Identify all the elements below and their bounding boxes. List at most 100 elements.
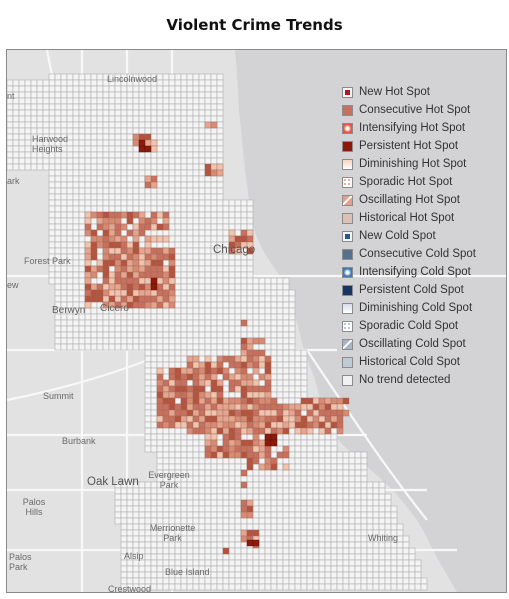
hot-spot-cell: [204, 409, 212, 417]
grid-cell: [198, 169, 206, 177]
hot-spot-cell: [180, 397, 188, 405]
grid-cell: [318, 511, 326, 519]
map-view[interactable]: Lincolnwood Harwood Heights Forest Park …: [6, 49, 507, 593]
grid-cell: [240, 565, 248, 573]
grid-cell: [180, 433, 188, 441]
hot-spot-cell: [186, 397, 194, 405]
grid-cell: [228, 523, 236, 531]
grid-cell: [126, 121, 134, 129]
grid-cell: [276, 499, 284, 507]
grid-cell: [108, 127, 116, 135]
grid-cell: [264, 301, 272, 309]
grid-cell: [210, 355, 218, 363]
hot-spot-cell: [318, 397, 326, 405]
grid-cell: [186, 301, 194, 309]
grid-cell: [114, 121, 122, 129]
grid-cell: [120, 139, 128, 147]
grid-cell: [132, 199, 140, 207]
grid-cell: [222, 205, 230, 213]
grid-cell: [108, 163, 116, 171]
grid-cell: [138, 505, 146, 513]
grid-cell: [168, 85, 176, 93]
grid-cell: [222, 259, 230, 267]
grid-cell: [276, 331, 284, 339]
grid-cell: [282, 559, 290, 567]
grid-cell: [144, 229, 152, 237]
grid-cell: [246, 553, 254, 561]
grid-cell: [156, 121, 164, 129]
grid-cell: [84, 235, 92, 243]
grid-cell: [210, 325, 218, 333]
grid-cell: [18, 79, 26, 87]
grid-cell: [162, 553, 170, 561]
grid-cell: [132, 187, 140, 195]
grid-cell: [282, 541, 290, 549]
grid-cell: [324, 553, 332, 561]
grid-cell: [168, 97, 176, 105]
grid-cell: [318, 529, 326, 537]
grid-cell: [246, 205, 254, 213]
grid-cell: [96, 85, 104, 93]
grid-cell: [180, 109, 188, 117]
grid-cell: [132, 181, 140, 189]
hot-spot-cell: [120, 277, 128, 285]
grid-cell: [288, 457, 296, 465]
grid-cell: [234, 541, 242, 549]
grid-cell: [390, 559, 398, 567]
grid-cell: [162, 451, 170, 459]
grid-cell: [78, 175, 86, 183]
grid-cell: [72, 163, 80, 171]
persistent-hot-spot-cell: [138, 139, 146, 147]
grid-cell: [48, 79, 56, 87]
grid-cell: [276, 475, 284, 483]
grid-cell: [66, 211, 74, 219]
grid-cell: [330, 481, 338, 489]
grid-cell: [288, 499, 296, 507]
grid-cell: [258, 475, 266, 483]
grid-cell: [300, 553, 308, 561]
grid-cell: [282, 301, 290, 309]
grid-cell: [252, 289, 260, 297]
grid-cell: [390, 583, 398, 591]
grid-cell: [234, 571, 242, 579]
grid-cell: [216, 199, 224, 207]
hot-spot-cell: [264, 451, 272, 459]
grid-cell: [330, 529, 338, 537]
hot-spot-cell: [138, 247, 146, 255]
grid-cell: [192, 451, 200, 459]
grid-cell: [294, 529, 302, 537]
hot-spot-cell: [312, 403, 320, 411]
grid-cell: [216, 145, 224, 153]
grid-cell: [132, 535, 140, 543]
grid-cell: [120, 493, 128, 501]
grid-cell: [408, 571, 416, 579]
hot-spot-cell: [114, 289, 122, 297]
grid-cell: [348, 547, 356, 555]
grid-cell: [222, 229, 230, 237]
grid-cell: [108, 265, 116, 273]
hot-spot-cell: [204, 379, 212, 387]
grid-cell: [36, 91, 44, 99]
grid-cell: [324, 445, 332, 453]
grid-cell: [282, 361, 290, 369]
grid-cell: [414, 577, 422, 585]
grid-cell: [252, 373, 260, 381]
grid-cell: [342, 505, 350, 513]
grid-cell: [30, 85, 38, 93]
grid-cell: [72, 109, 80, 117]
grid-cell: [96, 133, 104, 141]
grid-cell: [48, 235, 56, 243]
grid-cell: [84, 97, 92, 105]
hot-spot-cell: [192, 379, 200, 387]
hot-spot-cell: [150, 253, 158, 261]
grid-cell: [144, 325, 152, 333]
grid-cell: [234, 535, 242, 543]
grid-cell: [264, 349, 272, 357]
grid-cell: [306, 529, 314, 537]
grid-cell: [174, 157, 182, 165]
grid-cell: [108, 199, 116, 207]
grid-cell: [360, 511, 368, 519]
hot-spot-cell: [246, 355, 254, 363]
grid-cell: [240, 487, 248, 495]
grid-cell: [234, 259, 242, 267]
